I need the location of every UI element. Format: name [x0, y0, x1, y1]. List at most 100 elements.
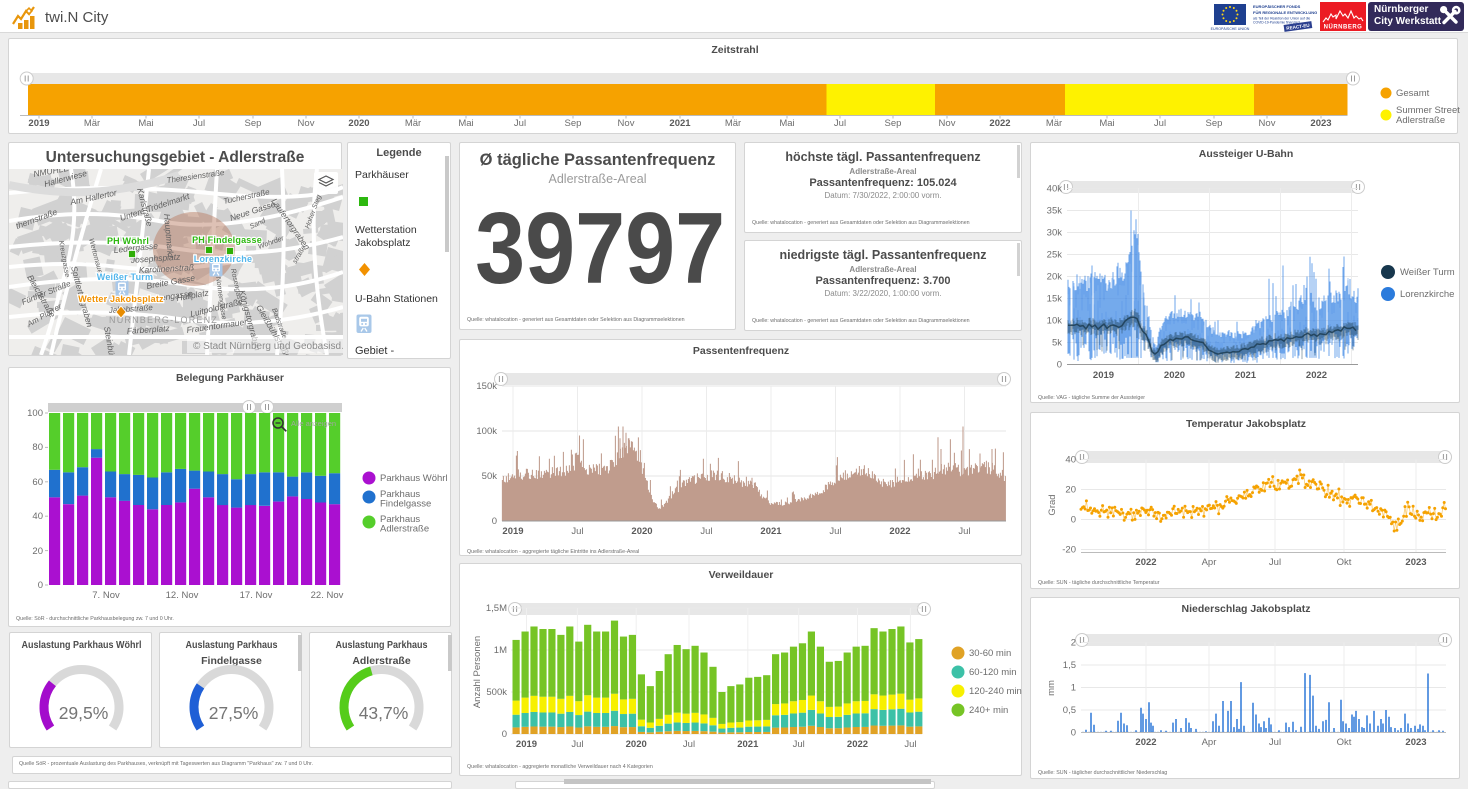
svg-text:mm: mm — [1046, 680, 1057, 696]
svg-text:2021: 2021 — [1235, 370, 1257, 381]
svg-text:2019: 2019 — [502, 526, 523, 537]
svg-text:Lorenzkirche: Lorenzkirche — [194, 254, 252, 264]
svg-text:Mär: Mär — [84, 118, 100, 129]
svg-text:Quelle: SUN - täglicher durchs: Quelle: SUN - täglicher durchschnittlich… — [1038, 770, 1167, 776]
svg-text:Adlerstraße: Adlerstraße — [1396, 115, 1445, 126]
svg-text:Jul: Jul — [514, 118, 526, 129]
svg-text:2022: 2022 — [847, 739, 868, 750]
svg-text:Jul: Jul — [958, 526, 970, 537]
svg-text:Färberplatz: Färberplatz — [126, 323, 170, 336]
svg-text:25k: 25k — [1047, 250, 1063, 261]
svg-text:2022: 2022 — [1135, 557, 1156, 568]
svg-text:120-240 min: 120-240 min — [969, 686, 1022, 697]
svg-text:1,5M: 1,5M — [486, 603, 507, 614]
svg-text:Mär: Mär — [725, 118, 741, 129]
svg-text:Jul: Jul — [793, 739, 805, 750]
svg-text:Mai: Mai — [138, 118, 153, 129]
svg-text:Belegung Parkhäuser: Belegung Parkhäuser — [176, 372, 284, 384]
svg-text:Sep: Sep — [885, 118, 902, 129]
svg-text:40: 40 — [1065, 455, 1076, 466]
svg-text:150k: 150k — [476, 381, 497, 392]
svg-text:Jul: Jul — [193, 118, 205, 129]
svg-text:2020: 2020 — [626, 739, 647, 750]
svg-text:Niederschlag Jakobsplatz: Niederschlag Jakobsplatz — [1182, 603, 1311, 615]
svg-text:Lorenzkirche: Lorenzkirche — [1400, 289, 1454, 300]
svg-text:Apr: Apr — [1202, 737, 1217, 748]
svg-text:50k: 50k — [482, 471, 498, 482]
svg-text:Quelle: SöR - durchschnittlich: Quelle: SöR - durchschnittliche Parkhaus… — [16, 616, 174, 622]
svg-text:Zeitstrahl: Zeitstrahl — [711, 44, 758, 56]
svg-text:Mär: Mär — [1046, 118, 1062, 129]
svg-text:0: 0 — [1057, 360, 1062, 371]
svg-text:60-120 min: 60-120 min — [969, 667, 1017, 678]
svg-text:Jul: Jul — [1269, 557, 1281, 568]
svg-text:Nov: Nov — [1259, 118, 1276, 129]
svg-text:Sep: Sep — [1206, 118, 1223, 129]
svg-text:Jul: Jul — [834, 118, 846, 129]
svg-text:2022: 2022 — [1306, 370, 1327, 381]
svg-text:FÜR REGIONALE ENTWICKLUNG: FÜR REGIONALE ENTWICKLUNG — [1253, 10, 1317, 15]
svg-text:2019: 2019 — [28, 118, 49, 129]
svg-text:2020: 2020 — [1164, 370, 1185, 381]
svg-text:2022: 2022 — [989, 118, 1010, 129]
svg-text:Hauptmarkt: Hauptmarkt — [162, 213, 176, 258]
svg-text:40k: 40k — [1047, 184, 1063, 195]
svg-text:43,7%: 43,7% — [359, 703, 409, 723]
svg-text:Findelgasse: Findelgasse — [380, 499, 431, 510]
svg-text:Quelle: whatalocation - aggreg: Quelle: whatalocation - aggregierte tägl… — [467, 549, 639, 555]
svg-text:Nov: Nov — [298, 118, 315, 129]
svg-text:Aussteiger U-Bahn: Aussteiger U-Bahn — [1199, 148, 1294, 160]
svg-text:Nov: Nov — [618, 118, 635, 129]
svg-text:Gesamt: Gesamt — [1396, 88, 1430, 99]
svg-text:Josephsplatz: Josephsplatz — [129, 252, 181, 266]
svg-text:Jul: Jul — [829, 526, 841, 537]
svg-text:100k: 100k — [476, 426, 497, 437]
svg-text:30k: 30k — [1047, 228, 1063, 239]
svg-text:Sep: Sep — [245, 118, 262, 129]
svg-text:500k: 500k — [486, 687, 507, 698]
svg-text:Mai: Mai — [1099, 118, 1114, 129]
svg-text:35k: 35k — [1047, 206, 1063, 217]
svg-text:Auslastung Parkhaus: Auslastung Parkhaus — [186, 639, 278, 651]
svg-text:Wetter Jakobsplatz: Wetter Jakobsplatz — [78, 294, 164, 304]
svg-text:0: 0 — [492, 516, 497, 527]
svg-text:Jul: Jul — [1269, 737, 1281, 748]
svg-text:Grad: Grad — [1047, 494, 1058, 515]
svg-text:29,5%: 29,5% — [59, 703, 109, 723]
svg-text:Mai: Mai — [779, 118, 794, 129]
svg-text:-20: -20 — [1062, 545, 1076, 556]
svg-text:5k: 5k — [1052, 338, 1062, 349]
svg-text:2019: 2019 — [1093, 370, 1114, 381]
svg-text:Weißer Turm: Weißer Turm — [1400, 267, 1455, 278]
svg-text:Auslastung Parkhaus: Auslastung Parkhaus — [336, 639, 428, 651]
svg-text:platz: platz — [198, 239, 212, 246]
svg-text:NÜRNBERG: NÜRNBERG — [1324, 24, 1363, 31]
svg-text:Anzahl Personen: Anzahl Personen — [472, 636, 483, 708]
svg-text:2020: 2020 — [631, 526, 652, 537]
svg-text:0: 0 — [1071, 515, 1076, 526]
svg-text:Mär: Mär — [405, 118, 421, 129]
svg-text:Okt: Okt — [1337, 737, 1352, 748]
svg-text:NÜRNBERG-LORENZ: NÜRNBERG-LORENZ — [109, 315, 218, 325]
svg-text:Mai: Mai — [458, 118, 473, 129]
svg-text:240+ min: 240+ min — [969, 705, 1008, 716]
svg-text:REACT-EU: REACT-EU — [1286, 23, 1311, 31]
svg-text:Weißer Turm: Weißer Turm — [97, 272, 153, 282]
svg-text:0: 0 — [1071, 728, 1076, 739]
svg-text:27,5%: 27,5% — [209, 703, 259, 723]
svg-text:Quelle: VAG - tägliche Summe d: Quelle: VAG - tägliche Summe der Ausstei… — [1038, 395, 1145, 401]
svg-text:30-60 min: 30-60 min — [969, 648, 1011, 659]
svg-text:2021: 2021 — [760, 526, 782, 537]
svg-text:Verweildauer: Verweildauer — [709, 569, 774, 581]
svg-text:Nov: Nov — [939, 118, 956, 129]
svg-text:80: 80 — [32, 442, 43, 453]
svg-text:40: 40 — [32, 511, 43, 522]
svg-text:Jul: Jul — [683, 739, 695, 750]
svg-text:EUROPÄISCHE UNION: EUROPÄISCHE UNION — [1211, 27, 1250, 31]
svg-text:22. Nov: 22. Nov — [311, 590, 344, 601]
svg-text:2021: 2021 — [737, 739, 759, 750]
svg-text:12. Nov: 12. Nov — [166, 590, 199, 601]
svg-text:1M: 1M — [494, 645, 507, 656]
svg-text:2021: 2021 — [669, 118, 691, 129]
svg-text:EUROPÄISCHER FONDS: EUROPÄISCHER FONDS — [1253, 4, 1301, 9]
